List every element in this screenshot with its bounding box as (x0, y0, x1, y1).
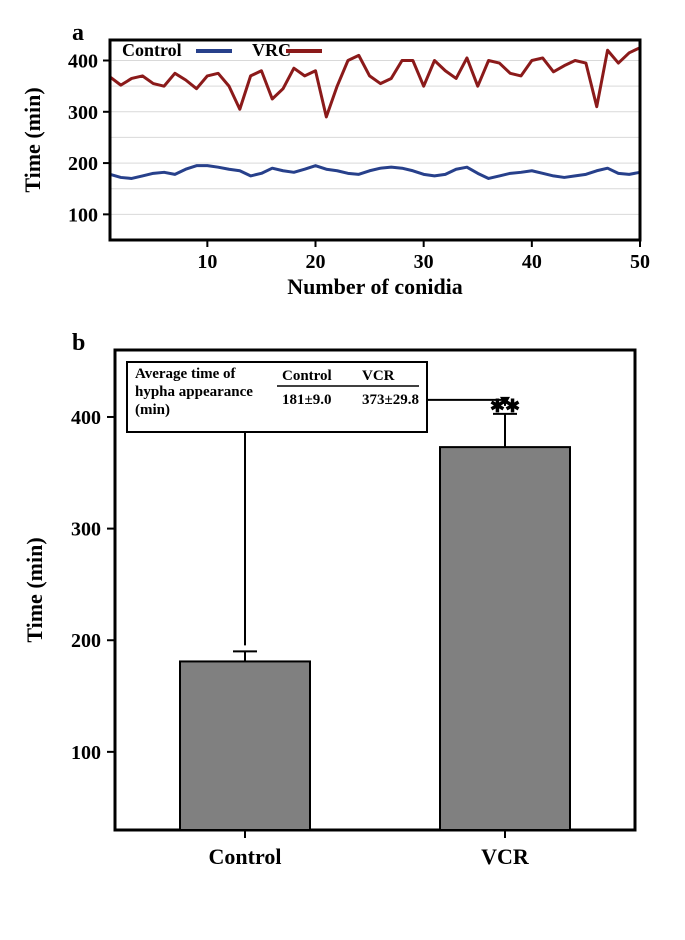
svg-text:200: 200 (71, 630, 101, 652)
line-chart: 10 20 30 40 50 100 200 300 400 Number of conidia T… (20, 20, 665, 300)
panel-a: a 1020304050100200300400Number of conidi… (20, 20, 665, 300)
bar-chart: 100 200 300 400 Time (min) Control VCR ✱✱ Averag… (20, 330, 665, 890)
panel-b: b 100200300400Time (min)ControlVCR✱✱Aver… (20, 330, 665, 890)
svg-text:Number of conidia: Number of conidia (287, 274, 463, 299)
svg-text:Control: Control (282, 368, 332, 384)
svg-text:100: 100 (68, 204, 98, 226)
svg-text:VCR: VCR (362, 368, 395, 384)
svg-text:300: 300 (71, 519, 101, 541)
svg-text:50: 50 (630, 251, 650, 273)
svg-text:hypha appearance: hypha appearance (135, 384, 253, 400)
svg-text:300: 300 (68, 102, 98, 124)
svg-text:100: 100 (71, 742, 101, 764)
svg-text:181±9.0: 181±9.0 (282, 392, 331, 408)
svg-text:Control: Control (122, 40, 182, 60)
svg-text:Time (min): Time (min) (22, 537, 47, 642)
svg-text:40: 40 (522, 251, 542, 273)
svg-text:Time (min): Time (min) (20, 87, 45, 192)
svg-text:200: 200 (68, 153, 98, 175)
svg-text:30: 30 (414, 251, 434, 273)
svg-text:VCR: VCR (481, 844, 530, 869)
svg-text:373±29.8: 373±29.8 (362, 392, 419, 408)
svg-text:10: 10 (197, 251, 217, 273)
bar-chart-svg: 100 200 300 400 Time (min) Control VCR ✱✱ Averag… (20, 330, 665, 890)
svg-text:Average time of: Average time of (135, 366, 237, 382)
svg-text:VRC: VRC (252, 40, 291, 60)
svg-text:Control: Control (209, 844, 282, 869)
svg-text:(min): (min) (135, 402, 170, 418)
svg-text:400: 400 (68, 51, 98, 73)
svg-text:400: 400 (71, 407, 101, 429)
line-chart-svg: 10 20 30 40 50 100 200 300 400 Number of conidia T… (20, 20, 665, 300)
svg-text:✱✱: ✱✱ (490, 396, 520, 416)
svg-text:20: 20 (306, 251, 326, 273)
